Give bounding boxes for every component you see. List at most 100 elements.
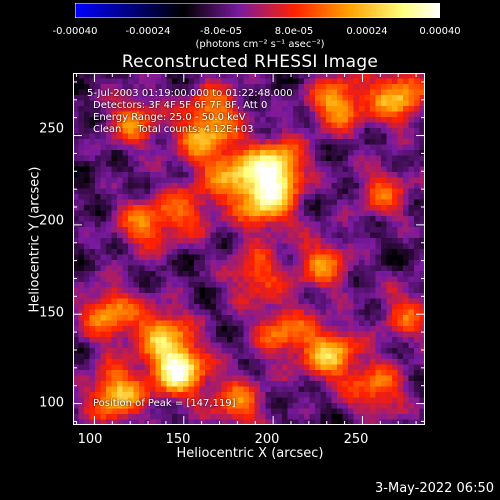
heatmap-cell <box>210 177 217 184</box>
heatmap-cell <box>315 194 321 200</box>
heatmap-cell <box>221 249 228 255</box>
heatmap-cell <box>106 397 112 404</box>
heatmap-cell <box>139 89 145 96</box>
heatmap-cell <box>106 287 112 294</box>
heatmap-cell <box>216 326 222 332</box>
heatmap-cell <box>78 89 85 96</box>
heatmap-cell <box>199 403 206 409</box>
heatmap-cell <box>353 243 360 250</box>
heatmap-cell <box>265 183 272 189</box>
heatmap-cell <box>348 298 354 305</box>
heatmap-cell <box>243 122 250 129</box>
heatmap-cell <box>419 370 425 376</box>
heatmap-cell <box>183 95 189 101</box>
heatmap-cell <box>188 155 195 162</box>
heatmap-cell <box>166 265 173 272</box>
heatmap-cell <box>177 381 184 387</box>
heatmap-cell <box>172 419 178 425</box>
heatmap-cell <box>227 155 233 162</box>
heatmap-cell <box>166 122 173 129</box>
heatmap-cell <box>227 375 233 382</box>
heatmap-cell <box>265 210 272 217</box>
heatmap-cell <box>155 392 162 398</box>
heatmap-cell <box>232 122 239 129</box>
heatmap-cell <box>122 144 129 151</box>
heatmap-cell <box>89 419 96 425</box>
heatmap-cell <box>342 232 349 239</box>
heatmap-cell <box>320 150 327 156</box>
heatmap-cell <box>331 227 338 233</box>
heatmap-cell <box>337 249 343 255</box>
heatmap-cell <box>183 183 189 189</box>
heatmap-cell <box>188 397 195 404</box>
heatmap-cell <box>172 254 178 261</box>
heatmap-cell <box>276 100 283 107</box>
heatmap-cell <box>238 260 244 266</box>
heatmap-cell <box>397 73 404 79</box>
heatmap-cell <box>232 133 239 140</box>
heatmap-cell <box>375 414 382 420</box>
heatmap-cell <box>364 375 371 382</box>
heatmap-cell <box>331 100 338 107</box>
heatmap-cell <box>326 166 332 173</box>
heatmap-cell <box>315 188 321 195</box>
heatmap-cell <box>375 106 382 112</box>
heatmap-cell <box>397 210 404 217</box>
heatmap-cell <box>331 106 338 112</box>
heatmap-cell <box>78 287 85 294</box>
heatmap-cell <box>320 117 327 123</box>
heatmap-cell <box>293 331 299 338</box>
chart-title: Reconstructed RHESSI Image <box>121 52 379 72</box>
heatmap-cell <box>337 353 343 360</box>
heatmap-cell <box>78 381 85 387</box>
heatmap-cell <box>271 414 277 420</box>
heatmap-cell <box>282 111 288 118</box>
heatmap-cell <box>392 337 398 343</box>
heatmap-cell <box>260 364 266 371</box>
heatmap-cell <box>128 177 134 184</box>
heatmap-cell <box>100 309 107 316</box>
heatmap-cell <box>392 172 398 178</box>
heatmap-cell <box>161 232 167 239</box>
heatmap-cell <box>359 150 365 156</box>
heatmap-cell <box>155 271 162 277</box>
heatmap-cell <box>249 419 255 425</box>
heatmap-cell <box>331 194 338 200</box>
heatmap-cell <box>89 73 96 79</box>
heatmap-cell <box>232 150 239 156</box>
heatmap-cell <box>111 359 118 365</box>
heatmap-cell <box>166 95 173 101</box>
heatmap-cell <box>95 183 101 189</box>
heatmap-cell <box>106 353 112 360</box>
heatmap-cell <box>155 370 162 376</box>
heatmap-cell <box>155 117 162 123</box>
heatmap-cell <box>353 232 360 239</box>
heatmap-cell <box>188 392 195 398</box>
heatmap-cell <box>73 276 79 283</box>
heatmap-cell <box>287 298 294 305</box>
heatmap-cell <box>117 271 123 277</box>
heatmap-cell <box>276 337 283 343</box>
heatmap-cell <box>359 221 365 228</box>
heatmap-cell <box>331 188 338 195</box>
heatmap-cell <box>89 331 96 338</box>
heatmap-cell <box>95 375 101 382</box>
heatmap-cell <box>161 117 167 123</box>
heatmap-cell <box>199 166 206 173</box>
heatmap-cell <box>73 403 79 409</box>
heatmap-cell <box>89 227 96 233</box>
heatmap-cell <box>221 161 228 167</box>
heatmap-cell <box>117 353 123 360</box>
heatmap-cell <box>232 287 239 294</box>
heatmap-cell <box>150 337 156 343</box>
heatmap-cell <box>408 353 415 360</box>
heatmap-cell <box>205 232 211 239</box>
heatmap-cell <box>188 199 195 206</box>
heatmap-cell <box>260 293 266 299</box>
heatmap-cell <box>260 414 266 420</box>
heatmap-cell <box>293 293 299 299</box>
heatmap-cell <box>265 386 272 393</box>
heatmap-cell <box>397 326 404 332</box>
heatmap-cell <box>188 309 195 316</box>
heatmap-cell <box>320 89 327 96</box>
